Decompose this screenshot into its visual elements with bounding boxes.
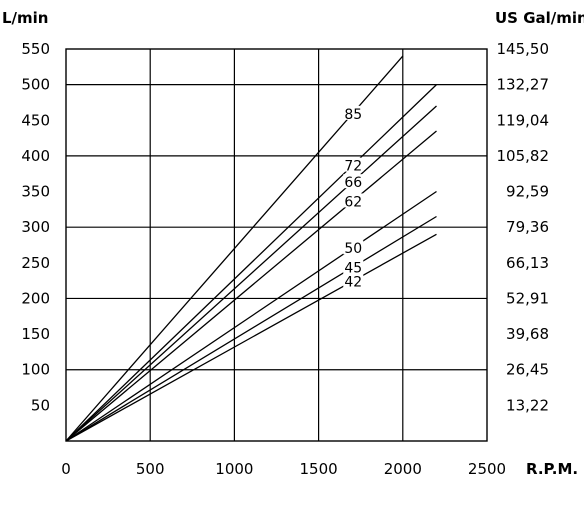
y-tick-label: 150 [21,325,50,343]
y-tick-label: 50 [31,396,50,414]
y2-tick-label: 66,13 [506,254,549,272]
y-tick-label: 450 [21,111,50,129]
series-label-42: 42 [344,274,362,290]
series-label-bg [343,273,364,288]
x-tick-label: 500 [136,460,165,478]
y-tick-label: 100 [21,361,50,379]
plot-frame [65,48,488,442]
y2-tick-label: 119,04 [497,111,550,129]
y2-tick-label: 145,50 [497,40,550,58]
y2-tick-label: 92,59 [506,183,549,201]
x-tick-label: 1500 [300,460,338,478]
series-label-45: 45 [344,261,362,277]
series-line-85 [65,55,404,442]
series-label-bg [343,240,364,255]
y-tick-label: 550 [21,40,50,58]
series-lines [65,55,437,442]
series-label-62: 62 [344,194,362,210]
series-line-72 [65,84,437,442]
grid [65,48,488,442]
series-line-62 [65,130,437,442]
y2-tick-label: 79,36 [506,218,549,236]
y2-tick-label: 26,45 [506,361,549,379]
series-label-bg [343,105,364,120]
y2-tick-label: 105,82 [497,147,550,165]
series-label-50: 50 [344,241,362,257]
y-tick-label: 500 [21,76,50,94]
x-tick-label: 2500 [468,460,506,478]
x-axis-unit: R.P.M. [526,460,578,478]
y2-tick-label: 132,27 [497,76,550,94]
series-label-bg [343,174,364,189]
x-tick-label: 2000 [384,460,422,478]
series-line-66 [65,105,437,442]
series-label-bg [343,193,364,208]
x-tick-label: 1000 [215,460,253,478]
x-tick-label: 0 [61,460,71,478]
series-line-42 [65,233,437,442]
series-line-45 [65,215,437,442]
right-axis-unit: US Gal/min [495,9,584,27]
series-label-bg [343,157,364,172]
y-tick-label: 350 [21,183,50,201]
series-label-72: 72 [344,159,362,175]
axis-tick-labels: 0 500 1000 1500 2000 2500 50 100 150 200 250 300 350… [21,40,549,478]
series-line-50 [65,190,437,442]
series-label-bg [343,259,364,274]
left-axis-unit: L/min [2,9,49,27]
y-tick-label: 300 [21,218,50,236]
y2-tick-label: 52,91 [506,289,549,307]
y2-tick-label: 13,22 [506,396,549,414]
y2-tick-label: 39,68 [506,325,549,343]
y-tick-label: 400 [21,147,50,165]
series-label-66: 66 [344,175,362,191]
y-tick-label: 250 [21,254,50,272]
series-label-85: 85 [344,107,362,123]
y-tick-label: 200 [21,289,50,307]
